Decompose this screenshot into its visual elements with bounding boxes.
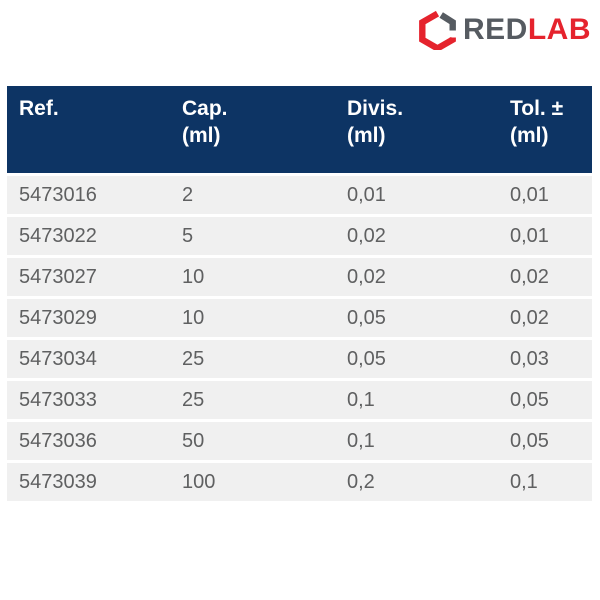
table-row: 5473036 50 0,1 0,05	[7, 422, 592, 460]
tol-cell: 0,05	[498, 422, 592, 460]
cap-cell: 25	[170, 340, 335, 378]
tol-cell: 0,02	[498, 299, 592, 337]
divis-cell: 0,05	[335, 299, 498, 337]
tol-cell: 0,1	[498, 463, 592, 501]
product-table-container: Ref. Cap. (ml) Divis. (ml) Tol. ± (ml) 5473…	[7, 83, 592, 504]
table-row: 5473039 100 0,2 0,1	[7, 463, 592, 501]
tol-cell: 0,01	[498, 217, 592, 255]
ref-cell: 5473029	[7, 299, 170, 337]
cap-cell: 50	[170, 422, 335, 460]
cap-cell: 5	[170, 217, 335, 255]
cap-cell: 2	[170, 176, 335, 214]
header-tol: Tol. ± (ml)	[498, 86, 592, 173]
brand-name-red: RED	[463, 13, 528, 46]
table-row: 5473029 10 0,05 0,02	[7, 299, 592, 337]
divis-cell: 0,1	[335, 381, 498, 419]
divis-cell: 0,01	[335, 176, 498, 214]
tol-cell: 0,05	[498, 381, 592, 419]
ref-cell: 5473022	[7, 217, 170, 255]
header-tol-line1: Tol. ±	[510, 97, 564, 120]
table-header-row: Ref. Cap. (ml) Divis. (ml) Tol. ± (ml)	[7, 86, 592, 173]
table-row: 5473016 2 0,01 0,01	[7, 176, 592, 214]
header-ref-line1: Ref.	[19, 97, 59, 120]
cap-cell: 25	[170, 381, 335, 419]
brand-name-lab: LAB	[527, 13, 591, 46]
ref-cell: 5473027	[7, 258, 170, 296]
header-tol-line2: (ml)	[510, 124, 549, 147]
table-row: 5473022 5 0,02 0,01	[7, 217, 592, 255]
ref-cell: 5473036	[7, 422, 170, 460]
header-divis-line2: (ml)	[347, 124, 386, 147]
tol-cell: 0,01	[498, 176, 592, 214]
tol-cell: 0,03	[498, 340, 592, 378]
product-spec-table: Ref. Cap. (ml) Divis. (ml) Tol. ± (ml) 5473…	[7, 83, 592, 504]
divis-cell: 0,2	[335, 463, 498, 501]
redlab-hexagon-icon	[419, 10, 456, 50]
cap-cell: 100	[170, 463, 335, 501]
header-divis-line1: Divis.	[347, 97, 404, 120]
cap-cell: 10	[170, 299, 335, 337]
header-cap-line2: (ml)	[182, 124, 221, 147]
cap-cell: 10	[170, 258, 335, 296]
divis-cell: 0,02	[335, 258, 498, 296]
ref-cell: 5473039	[7, 463, 170, 501]
ref-cell: 5473033	[7, 381, 170, 419]
header-cap-line1: Cap.	[182, 97, 228, 120]
header-divis: Divis. (ml)	[335, 86, 498, 173]
divis-cell: 0,02	[335, 217, 498, 255]
table-row: 5473034 25 0,05 0,03	[7, 340, 592, 378]
table-row: 5473033 25 0,1 0,05	[7, 381, 592, 419]
table-row: 5473027 10 0,02 0,02	[7, 258, 592, 296]
divis-cell: 0,1	[335, 422, 498, 460]
redlab-logo: REDLAB	[417, 10, 591, 50]
ref-cell: 5473034	[7, 340, 170, 378]
ref-cell: 5473016	[7, 176, 170, 214]
header-ref: Ref.	[7, 86, 170, 173]
divis-cell: 0,05	[335, 340, 498, 378]
header-cap: Cap. (ml)	[170, 86, 335, 173]
logo-wordmark: REDLAB	[463, 10, 591, 50]
tol-cell: 0,02	[498, 258, 592, 296]
